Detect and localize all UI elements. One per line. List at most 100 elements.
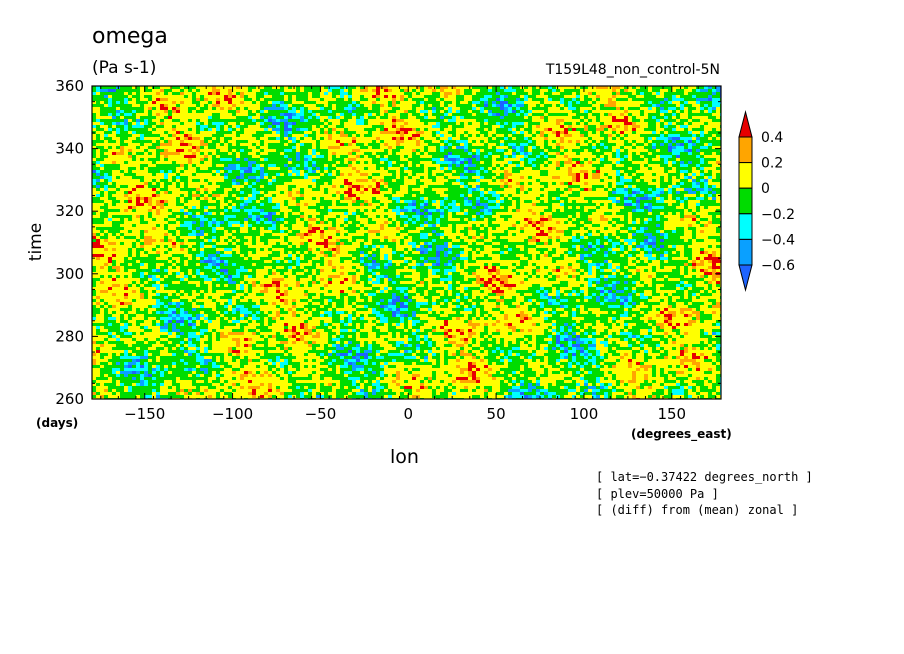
heatmap-cell: [692, 125, 696, 128]
heatmap-cell: [148, 113, 152, 116]
heatmap-cell: [488, 134, 492, 137]
heatmap-cell: [428, 101, 432, 104]
heatmap-cell: [432, 107, 436, 110]
heatmap-cell: [452, 95, 456, 98]
heatmap-cell: [248, 110, 252, 113]
heatmap-cell: [464, 113, 468, 116]
heatmap-cell: [124, 167, 128, 170]
heatmap-cell: [572, 155, 576, 158]
heatmap-cell: [360, 170, 364, 173]
heatmap-cell: [364, 152, 368, 155]
heatmap-cell: [416, 158, 420, 161]
heatmap-cell: [692, 86, 696, 89]
heatmap-cell: [156, 134, 160, 137]
heatmap-cell: [104, 107, 108, 110]
heatmap-cell: [136, 173, 140, 176]
heatmap-cell: [424, 143, 428, 146]
heatmap-cell: [572, 86, 576, 89]
heatmap-cell: [400, 110, 404, 113]
heatmap-cell: [536, 113, 540, 116]
heatmap-cell: [388, 158, 392, 161]
heatmap-cell: [336, 95, 340, 98]
heatmap-cell: [648, 155, 652, 158]
heatmap-cell: [444, 164, 448, 167]
heatmap-cell: [424, 134, 428, 137]
heatmap-cell: [292, 140, 296, 143]
heatmap-cell: [668, 125, 672, 128]
heatmap-cell: [644, 98, 648, 101]
heatmap-cell: [556, 134, 560, 137]
heatmap-cell: [324, 110, 328, 113]
heatmap-cell: [564, 167, 568, 170]
heatmap-cell: [252, 119, 256, 122]
heatmap-cell: [268, 134, 272, 137]
heatmap-cell: [508, 131, 512, 134]
heatmap-cell: [172, 170, 176, 173]
heatmap-cell: [688, 125, 692, 128]
heatmap-cell: [236, 140, 240, 143]
heatmap-cell: [688, 155, 692, 158]
heatmap-cell: [192, 179, 196, 182]
heatmap-cell: [440, 101, 444, 104]
heatmap-cell: [292, 167, 296, 170]
heatmap-cell: [616, 155, 620, 158]
heatmap-cell: [432, 95, 436, 98]
heatmap-cell: [500, 155, 504, 158]
heatmap-cell: [280, 164, 284, 167]
heatmap-cell: [192, 107, 196, 110]
heatmap-cell: [568, 176, 572, 179]
heatmap-cell: [316, 116, 320, 119]
heatmap-cell: [380, 125, 384, 128]
heatmap-cell: [428, 167, 432, 170]
heatmap-cell: [228, 128, 232, 131]
heatmap-cell: [112, 146, 116, 149]
heatmap-cell: [144, 164, 148, 167]
heatmap-cell: [324, 92, 328, 95]
heatmap-cell: [176, 101, 180, 104]
heatmap-cell: [420, 140, 424, 143]
heatmap-cell: [536, 110, 540, 113]
heatmap-cell: [92, 92, 96, 95]
heatmap-cell: [612, 125, 616, 128]
heatmap-cell: [276, 116, 280, 119]
heatmap-cell: [112, 113, 116, 116]
heatmap-cell: [212, 176, 216, 179]
heatmap-cell: [144, 158, 148, 161]
heatmap-cell: [272, 122, 276, 125]
heatmap-cell: [672, 158, 676, 161]
heatmap-cell: [684, 101, 688, 104]
heatmap-cell: [392, 116, 396, 119]
heatmap-cell: [448, 179, 452, 182]
heatmap-cell: [152, 113, 156, 116]
heatmap-cell: [348, 143, 352, 146]
heatmap-cell: [252, 125, 256, 128]
heatmap-cell: [280, 98, 284, 101]
heatmap-cell: [520, 173, 524, 176]
heatmap-cell: [416, 143, 420, 146]
heatmap-cell: [264, 173, 268, 176]
heatmap-cell: [660, 95, 664, 98]
heatmap-cell: [216, 149, 220, 152]
heatmap-cell: [644, 131, 648, 134]
heatmap-cell: [120, 110, 124, 113]
heatmap-cell: [412, 119, 416, 122]
heatmap-cell: [712, 155, 716, 158]
heatmap-cell: [700, 110, 704, 113]
heatmap-cell: [492, 86, 496, 89]
heatmap-cell: [364, 176, 368, 179]
heatmap-cell: [480, 95, 484, 98]
heatmap-cell: [256, 104, 260, 107]
heatmap-cell: [572, 173, 576, 176]
heatmap-cell: [228, 140, 232, 143]
heatmap-cell: [236, 149, 240, 152]
heatmap-cell: [448, 116, 452, 119]
heatmap-cell: [296, 164, 300, 167]
heatmap-cell: [564, 113, 568, 116]
heatmap-cell: [232, 92, 236, 95]
heatmap-cell: [616, 140, 620, 143]
heatmap-cell: [656, 104, 660, 107]
heatmap-cell: [612, 89, 616, 92]
heatmap-cell: [248, 170, 252, 173]
heatmap-cell: [344, 110, 348, 113]
heatmap-cell: [628, 104, 632, 107]
